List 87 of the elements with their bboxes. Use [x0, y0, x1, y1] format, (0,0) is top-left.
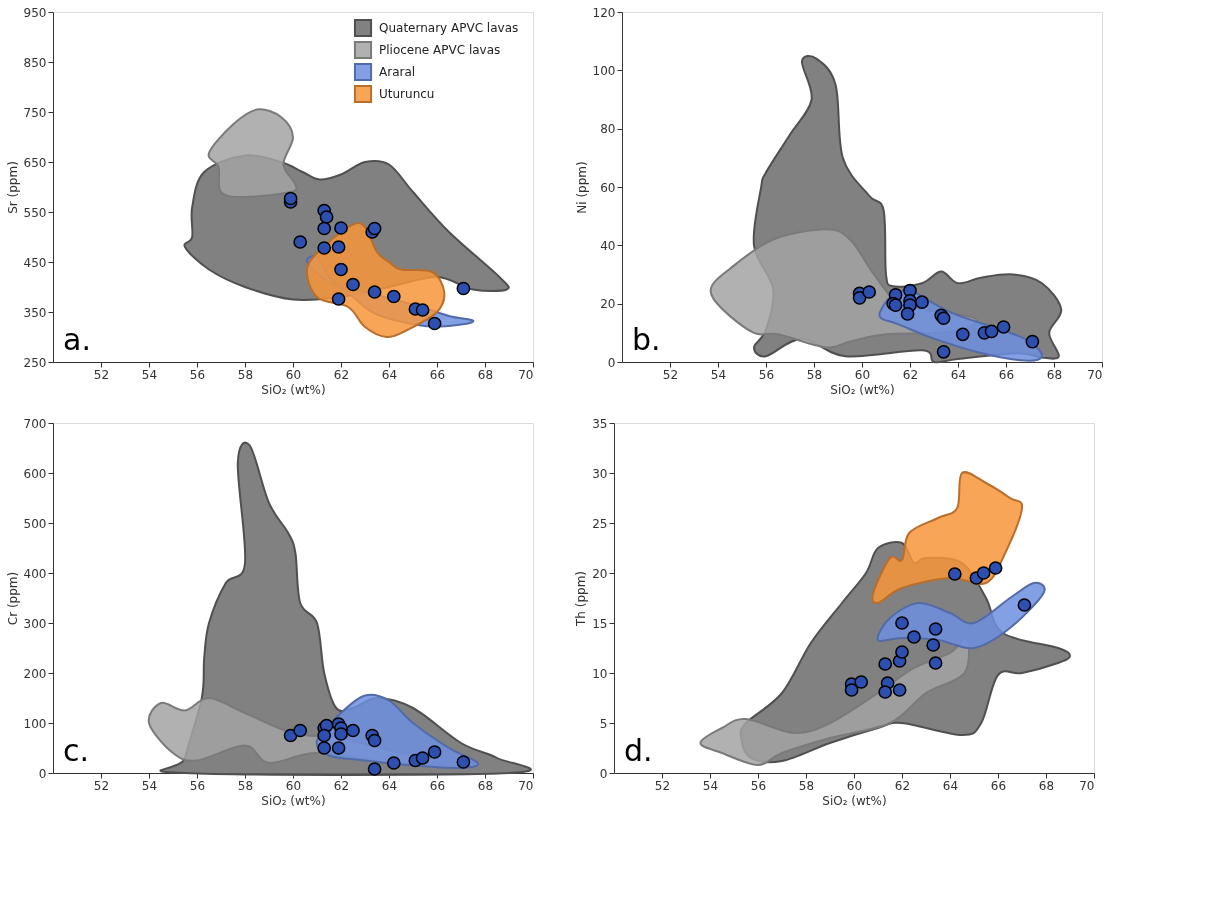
x-tick-label: 52 [654, 778, 671, 793]
x-axis-title: SiO₂ (wt%) [822, 793, 887, 808]
x-tick-label: 68 [477, 367, 494, 382]
x-tick-label: 56 [750, 778, 767, 793]
x-tick-label: 68 [477, 778, 494, 793]
y-tick-label: 30 [592, 466, 608, 481]
x-tick-label: 60 [846, 778, 863, 793]
y-tick-label: 950 [23, 5, 47, 20]
y-tick-label: 550 [23, 205, 47, 220]
x-tick-label: 70 [518, 778, 534, 793]
x-tick-label: 56 [189, 367, 206, 382]
x-tick-label: 54 [141, 367, 158, 382]
x-axis-title: SiO₂ (wt%) [261, 382, 326, 397]
y-tick-label: 20 [600, 297, 616, 312]
x-tick-label: 62 [333, 778, 350, 793]
x-tick-label: 64 [381, 367, 398, 382]
y-tick-label: 300 [23, 616, 47, 631]
y-tick-label: 35 [592, 416, 608, 431]
x-axis-title: SiO₂ (wt%) [830, 382, 895, 397]
x-tick-label: 54 [710, 367, 727, 382]
y-tick-label: 600 [23, 466, 47, 481]
y-tick-label: 80 [600, 122, 616, 137]
y-axis-title: Cr (ppm) [5, 571, 20, 626]
y-tick-label: 650 [23, 155, 47, 170]
x-tick-label: 58 [237, 778, 254, 793]
x-tick-label: 68 [1046, 367, 1063, 382]
x-tick-label: 60 [285, 367, 302, 382]
legend-label: Quaternary APVC lavas [379, 21, 519, 35]
x-tick-label: 52 [662, 367, 679, 382]
y-tick-label: 0 [607, 355, 616, 370]
x-tick-label: 58 [237, 367, 254, 382]
annotation: b. [632, 322, 661, 357]
y-tick-label: 250 [23, 355, 47, 370]
y-tick-label: 350 [23, 305, 47, 320]
x-tick-label: 66 [429, 367, 446, 382]
y-tick-label: 25 [592, 516, 608, 531]
annotation: c. [63, 733, 90, 768]
y-tick-label: 200 [23, 666, 47, 681]
x-tick-label: 64 [950, 367, 967, 382]
annotation: a. [63, 322, 91, 357]
y-tick-label: 750 [23, 105, 47, 120]
y-tick-label: 15 [592, 616, 608, 631]
x-tick-label: 68 [1038, 778, 1055, 793]
y-tick-label: 450 [23, 255, 47, 270]
x-tick-label: 64 [942, 778, 959, 793]
y-axis-title: Ni (ppm) [574, 161, 589, 214]
x-tick-label: 70 [1079, 778, 1095, 793]
legend-label: Uturuncu [379, 87, 435, 101]
y-tick-label: 120 [592, 5, 616, 20]
x-tick-label: 54 [141, 778, 158, 793]
y-tick-label: 850 [23, 55, 47, 70]
y-tick-label: 700 [23, 416, 47, 431]
x-tick-label: 56 [189, 778, 206, 793]
x-tick-label: 66 [429, 778, 446, 793]
y-tick-label: 0 [599, 766, 608, 781]
x-tick-label: 54 [702, 778, 719, 793]
x-tick-label: 62 [902, 367, 919, 382]
x-tick-label: 60 [854, 367, 871, 382]
x-tick-label: 56 [758, 367, 775, 382]
annotation: d. [624, 733, 653, 768]
y-tick-label: 10 [592, 666, 608, 681]
y-tick-label: 40 [600, 238, 616, 253]
y-tick-label: 100 [592, 63, 616, 78]
x-tick-label: 58 [798, 778, 815, 793]
x-tick-label: 66 [990, 778, 1007, 793]
y-tick-label: 100 [23, 716, 47, 731]
x-tick-label: 70 [518, 367, 534, 382]
x-tick-label: 66 [998, 367, 1015, 382]
x-axis-title: SiO₂ (wt%) [261, 793, 326, 808]
y-tick-label: 60 [600, 180, 616, 195]
y-axis-title: Sr (ppm) [5, 161, 20, 214]
y-tick-label: 500 [23, 516, 47, 531]
x-tick-label: 62 [894, 778, 911, 793]
x-tick-label: 58 [806, 367, 823, 382]
y-tick-label: 0 [38, 766, 47, 781]
y-tick-label: 5 [599, 716, 608, 731]
x-tick-label: 52 [93, 367, 110, 382]
legend-label: Araral [379, 65, 416, 79]
y-tick-label: 20 [592, 566, 608, 581]
legend-label: Pliocene APVC lavas [379, 43, 501, 57]
y-tick-label: 400 [23, 566, 47, 581]
x-tick-label: 64 [381, 778, 398, 793]
x-tick-label: 62 [333, 367, 350, 382]
x-tick-label: 52 [93, 778, 110, 793]
y-axis-title: Th (ppm) [574, 570, 589, 628]
x-tick-label: 70 [1087, 367, 1103, 382]
x-tick-label: 60 [285, 778, 302, 793]
